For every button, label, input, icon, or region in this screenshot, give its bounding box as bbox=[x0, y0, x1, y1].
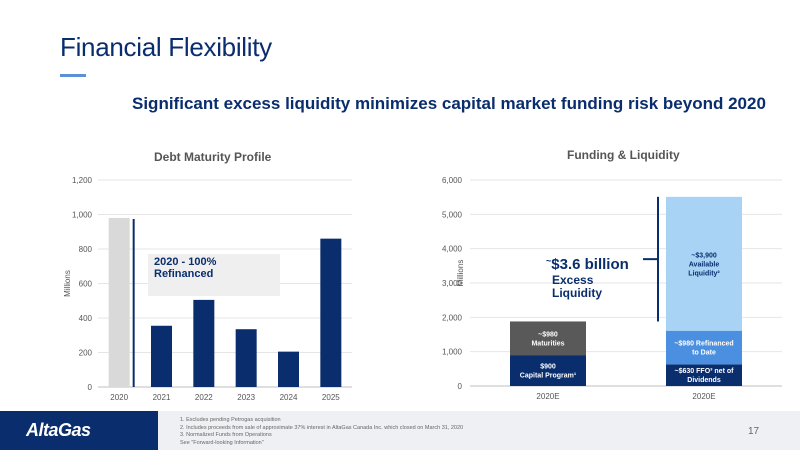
left-x-tick-label: 2025 bbox=[322, 393, 340, 402]
funding-stack-segment bbox=[510, 355, 586, 386]
footnotes: 1. Excludes pending Petrogas acquisition… bbox=[180, 417, 463, 447]
title-underline bbox=[60, 74, 86, 77]
slide-subtitle: Significant excess liquidity minimizes c… bbox=[132, 94, 766, 113]
left-y-tick-label: 600 bbox=[79, 280, 93, 289]
footnote-2: 2. Includes proceeds from sale of approx… bbox=[180, 424, 464, 431]
funding-segment-label: Capital Program¹ bbox=[520, 373, 577, 380]
excess-liquidity-amount: ~$3.6 billion bbox=[546, 256, 629, 273]
debt-maturity-bar bbox=[320, 238, 342, 387]
excess-liquidity-label: Excess Liquidity bbox=[552, 274, 622, 300]
left-chart-title: Debt Maturity Profile bbox=[154, 150, 272, 164]
left-x-tick-label: 2024 bbox=[280, 393, 298, 402]
debt-maturity-bar bbox=[235, 329, 257, 387]
funding-segment-label: ~$980 Refinanced bbox=[674, 341, 733, 348]
left-y-tick-label: 200 bbox=[79, 349, 93, 358]
debt-maturity-bar bbox=[151, 325, 172, 387]
funding-segment-label: Available bbox=[689, 261, 720, 268]
right-y-tick-label: 3,000 bbox=[442, 279, 463, 288]
right-y-tick-label: 6,000 bbox=[442, 176, 463, 185]
funding-segment-label: ~$980 bbox=[538, 331, 558, 338]
left-x-tick-label: 2023 bbox=[237, 393, 255, 402]
refinanced-callout-line2: Refinanced bbox=[154, 268, 214, 280]
excess-liquidity-value: $3.6 billion bbox=[551, 256, 629, 273]
funding-segment-label: Liquidity² bbox=[688, 270, 720, 277]
left-y-tick-label: 1,200 bbox=[72, 176, 93, 185]
left-y-tick-label: 1,000 bbox=[72, 211, 93, 220]
funding-stack-segment bbox=[510, 321, 586, 356]
funding-segment-label: Dividends bbox=[687, 377, 721, 384]
funding-segment-label: to Date bbox=[692, 350, 716, 357]
funding-segment-label: Maturities bbox=[531, 340, 564, 347]
right-y-tick-label: 1,000 bbox=[442, 348, 463, 357]
left-y-tick-label: 400 bbox=[79, 314, 93, 323]
left-x-tick-label: 2022 bbox=[195, 393, 213, 402]
logo-panel bbox=[0, 411, 158, 450]
excess-liquidity-line2: Liquidity bbox=[552, 286, 602, 300]
funding-segment-label: $900 bbox=[540, 364, 556, 371]
debt-maturity-bar bbox=[278, 351, 299, 387]
funding-stack-segment bbox=[666, 196, 742, 331]
right-y-tick-label: 0 bbox=[458, 382, 463, 391]
funding-stack-segment bbox=[666, 364, 742, 386]
right-y-tick-label: 4,000 bbox=[442, 245, 463, 254]
excess-liquidity-line1: Excess bbox=[552, 273, 594, 287]
left-x-tick-label: 2020 bbox=[110, 393, 128, 402]
slide-title: Financial Flexibility bbox=[60, 32, 272, 62]
left-y-tick-label: 800 bbox=[79, 245, 93, 254]
footnote-3: 3. Normalized Funds from Operations bbox=[180, 432, 272, 438]
excess-liquidity-prefix: ~ bbox=[546, 256, 552, 266]
altagas-logo: AltaGas bbox=[26, 420, 91, 440]
left-y-tick-label: 0 bbox=[88, 383, 93, 392]
footnote-1: 1. Excludes pending Petrogas acquisition bbox=[180, 417, 281, 423]
right-x-tick-label: 2020E bbox=[692, 392, 715, 401]
right-chart-title: Funding & Liquidity bbox=[567, 148, 680, 162]
left-x-tick-label: 2021 bbox=[153, 393, 171, 402]
footnote-4: See "Forward-looking Information" bbox=[180, 439, 264, 446]
refinanced-callout-text: 2020 - 100% Refinanced bbox=[154, 256, 254, 280]
debt-maturity-bar bbox=[108, 217, 130, 387]
debt-maturity-bar bbox=[193, 299, 215, 387]
refinanced-callout-box bbox=[148, 254, 280, 296]
funding-segment-label: ~$630 FFO³ net of bbox=[675, 368, 735, 375]
page-number: 17 bbox=[748, 426, 760, 437]
right-y-tick-label: 5,000 bbox=[442, 210, 463, 219]
refinanced-callout-line1: 2020 - 100% bbox=[154, 256, 217, 268]
right-y-tick-label: 2,000 bbox=[442, 313, 463, 322]
left-y-axis-label: Millions bbox=[63, 270, 72, 297]
right-y-axis-label: Millions bbox=[456, 260, 465, 287]
right-x-tick-label: 2020E bbox=[536, 392, 559, 401]
funding-segment-label: ~$3,900 bbox=[691, 252, 717, 259]
funding-stack-segment bbox=[666, 330, 742, 365]
